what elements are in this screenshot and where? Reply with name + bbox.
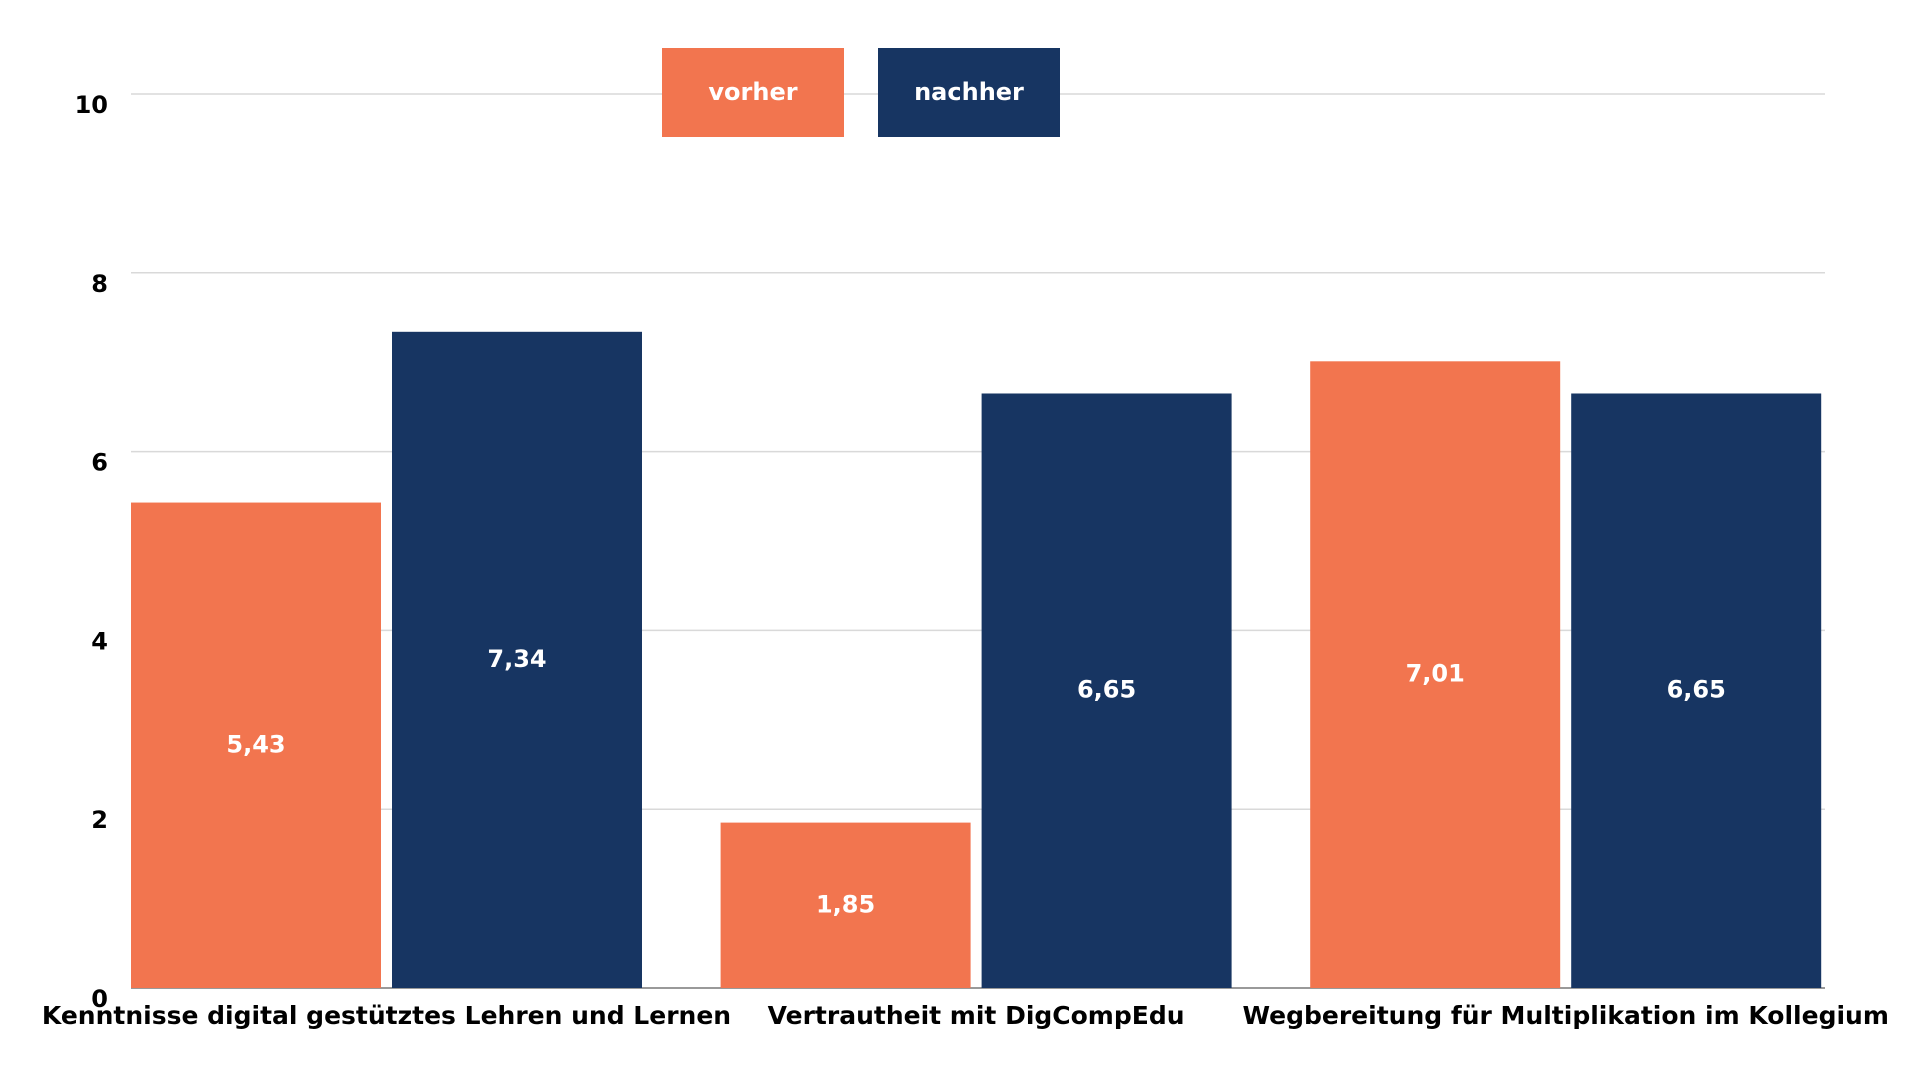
x-tick-label: Vertrautheit mit DigCompEdu (768, 1001, 1185, 1030)
value-label: 7,01 (1406, 660, 1465, 688)
bar (981, 393, 1232, 988)
bar (1310, 361, 1561, 988)
bar (720, 822, 971, 988)
legend-swatch (878, 48, 1060, 137)
y-tick-label: 2 (91, 806, 108, 834)
x-tick-label: Kenntnisse digital gestütztes Lehren und… (42, 1001, 731, 1030)
y-tick-label: 6 (91, 449, 108, 477)
y-tick-label: 10 (75, 91, 108, 119)
legend-label: nachher (914, 78, 1024, 106)
y-tick-label: 4 (91, 627, 108, 655)
bar (1571, 393, 1822, 988)
value-label: 1,85 (816, 890, 875, 918)
legend-label: vorher (708, 78, 797, 106)
value-label: 6,65 (1077, 676, 1136, 704)
value-label: 6,65 (1667, 676, 1726, 704)
x-tick-label: Wegbereitung für Multiplikation im Kolle… (1242, 1001, 1888, 1030)
bar (392, 331, 642, 989)
bar (131, 502, 381, 988)
y-tick-label: 8 (91, 270, 108, 298)
value-label: 5,43 (226, 730, 285, 758)
y-tick-label: 0 (91, 985, 108, 1013)
legend-swatch (662, 48, 844, 137)
value-label: 7,34 (487, 645, 546, 673)
